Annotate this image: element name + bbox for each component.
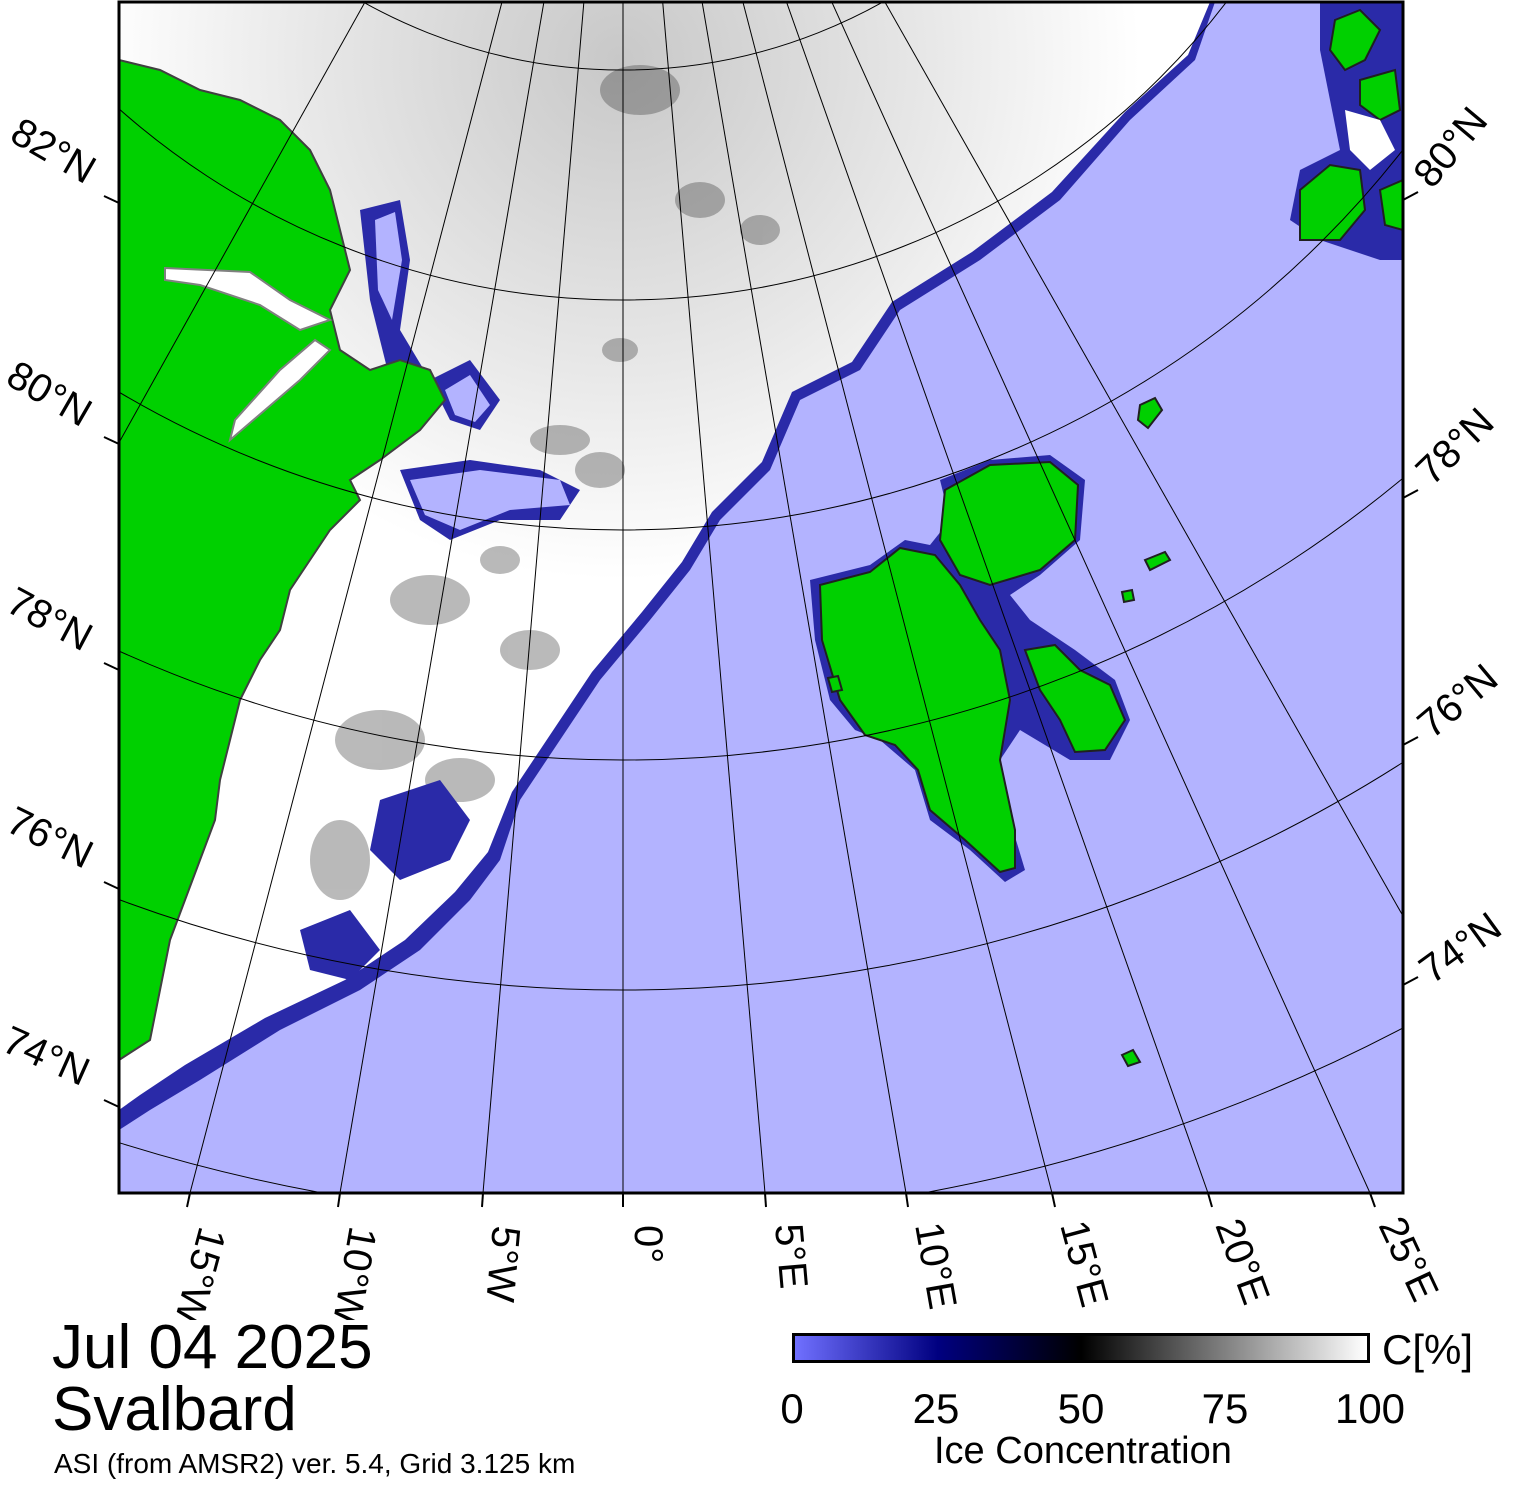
colorbar-unit: C[%] xyxy=(1382,1326,1474,1373)
ice-texture xyxy=(310,65,780,900)
lon-label-0: 0° xyxy=(626,1225,670,1263)
lat-label-80n-left: 80°N xyxy=(0,353,99,436)
lat-label-74n-right: 74°N xyxy=(1411,904,1509,992)
lat-label-76n-right: 76°N xyxy=(1410,656,1507,747)
lon-label-5e: 5°E xyxy=(766,1222,815,1291)
data-source: ASI (from AMSR2) ver. 5.4, Grid 3.125 km xyxy=(54,1448,576,1479)
lon-label-5w: 5°W xyxy=(477,1224,527,1304)
colorbar-title: Ice Concentration xyxy=(934,1430,1232,1472)
open-water-leads xyxy=(375,212,570,530)
lat-label-78n-left: 78°N xyxy=(0,579,99,660)
greenland-fjords xyxy=(164,266,333,443)
lon-label-15e: 15°E xyxy=(1051,1216,1116,1312)
map-date: Jul 04 2025 xyxy=(52,1313,373,1382)
lat-labels-left: 82°N 80°N 78°N 76°N 74°N xyxy=(0,110,103,1095)
lat-label-80n-right: 80°N xyxy=(1405,99,1496,196)
lat-label-74n-left: 74°N xyxy=(0,1018,96,1095)
colorbar-tick-50: 50 xyxy=(1057,1385,1105,1432)
lat-label-76n-left: 76°N xyxy=(0,799,100,878)
colorbar-tick-0: 0 xyxy=(780,1385,804,1432)
sea-ice-map: 82°N 80°N 78°N 76°N 74°N 80°N 78°N 76°N … xyxy=(0,0,1510,1320)
longitude-graticule xyxy=(119,2,1403,1193)
lon-label-20e: 20°E xyxy=(1207,1213,1278,1310)
franz-josef-land xyxy=(1290,2,1403,260)
colorbar-tick-100: 100 xyxy=(1334,1385,1406,1432)
lon-label-10e: 10°E xyxy=(906,1219,964,1312)
lat-label-78n-right: 78°N xyxy=(1408,400,1503,494)
svalbard xyxy=(810,396,1172,1068)
colorbar-tick-75: 75 xyxy=(1201,1385,1249,1432)
lon-labels-bottom: 15°W 10°W 5°W 0° 5°E 10°E 15°E 20°E 25°E xyxy=(166,1210,1447,1320)
frame-ticks xyxy=(103,191,1419,1208)
map-frame xyxy=(117,0,1405,1195)
lon-label-10w: 10°W xyxy=(324,1223,384,1320)
colorbar-tick-25: 25 xyxy=(912,1385,960,1432)
colorbar xyxy=(792,1333,1370,1363)
map-region: Svalbard xyxy=(52,1375,297,1444)
greenland xyxy=(119,58,447,1062)
lon-label-25e: 25°E xyxy=(1370,1210,1447,1308)
colorbar-gradient xyxy=(795,1336,1367,1360)
lat-label-82n: 82°N xyxy=(4,110,103,193)
lat-labels-right: 80°N 78°N 76°N 74°N xyxy=(1405,99,1509,992)
lon-label-15w: 15°W xyxy=(166,1223,234,1320)
